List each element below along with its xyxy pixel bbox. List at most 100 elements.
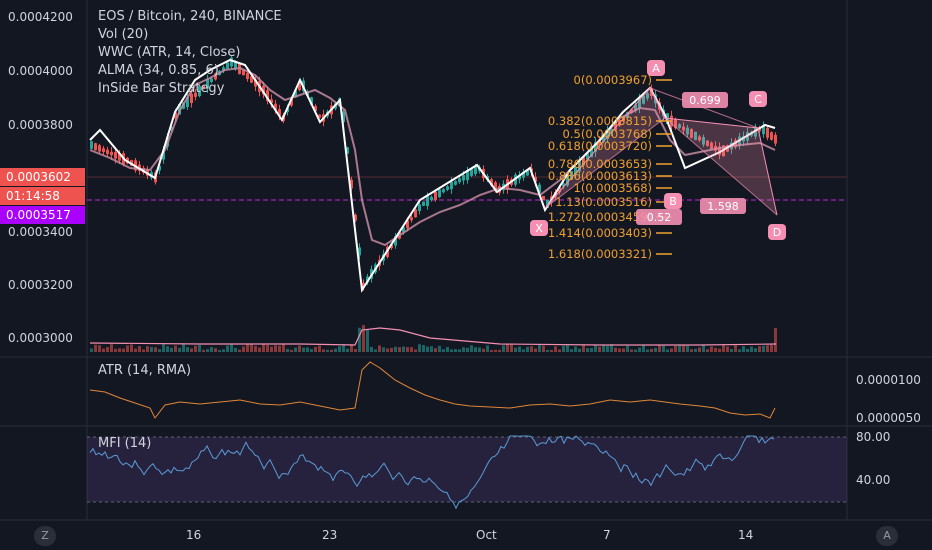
pattern-point-b[interactable]: B: [664, 193, 682, 209]
volume-bar: [286, 348, 289, 352]
volume-bar: [774, 328, 777, 352]
candle-body: [186, 97, 189, 107]
volume-bar: [146, 346, 149, 352]
ratio-label-xb[interactable]: 0.52: [636, 209, 682, 225]
fib-level-label[interactable]: 1(0.0003568): [574, 181, 652, 195]
time-axis-label: Oct: [476, 528, 497, 542]
time-axis-label: 23: [322, 528, 338, 542]
candle-body: [542, 195, 545, 201]
zoom-reset-button[interactable]: Z: [34, 526, 56, 546]
fib-level-label[interactable]: 1.414(0.0003403): [548, 226, 652, 240]
candle-body: [262, 85, 265, 95]
volume-bar: [426, 346, 429, 352]
volume-bar: [722, 345, 725, 352]
volume-bar: [746, 348, 749, 352]
harmonic-pattern[interactable]: [544, 87, 778, 216]
volume-bar: [114, 348, 117, 352]
legend-volume[interactable]: Vol (20): [98, 27, 149, 42]
fib-level-label[interactable]: 1.618(0.0003321): [548, 247, 652, 261]
legend-alma[interactable]: ALMA (34, 0.85, 6): [98, 63, 219, 78]
candle-body: [246, 72, 249, 80]
volume-bar: [362, 325, 365, 352]
volume-bar: [558, 349, 561, 352]
candle-body: [190, 93, 193, 104]
candle-body: [562, 183, 565, 187]
volume-bar: [378, 345, 381, 352]
svg-text:X: X: [535, 222, 543, 235]
volume-bar: [346, 348, 349, 352]
candle-body: [102, 148, 105, 152]
fib-level-label[interactable]: 0.886(0.0003613): [548, 169, 652, 183]
candle-body: [194, 92, 197, 97]
volume-bar: [150, 347, 153, 352]
volume-bar: [542, 345, 545, 352]
fib-level-label[interactable]: 1.272(0.0003459): [548, 210, 652, 224]
volume-bar: [714, 347, 717, 352]
volume-bar: [474, 347, 477, 352]
volume-bar: [170, 347, 173, 352]
legend-inside-bar[interactable]: InSide Bar Strategy: [98, 81, 225, 96]
volume-ma-line: [89, 327, 777, 346]
volume-bar: [318, 345, 321, 352]
fib-extension-levels[interactable]: 0(0.0003967) 0.382(0.0003815)0.5(0.000376…: [548, 73, 672, 261]
candle-body: [162, 150, 165, 160]
fib-level-label[interactable]: 1.13(0.0003516): [555, 195, 652, 209]
candle-body: [422, 201, 425, 206]
time-axis-label: 7: [603, 528, 611, 542]
volume-bar: [718, 348, 721, 352]
volume-bar: [606, 345, 609, 352]
volume-bar: [510, 344, 513, 352]
pattern-point-d[interactable]: D: [768, 224, 786, 240]
volume-bar: [354, 349, 357, 352]
auto-scale-button[interactable]: A: [876, 526, 898, 546]
candle-body: [442, 189, 445, 193]
candle-body: [250, 76, 253, 83]
candle-body: [674, 118, 677, 129]
volume-bar: [118, 348, 121, 352]
volume-bar: [182, 344, 185, 352]
candle-body: [446, 186, 449, 190]
candle-body: [230, 57, 233, 67]
volume-bar: [578, 348, 581, 352]
volume-bar: [190, 348, 193, 352]
candle-body: [702, 137, 705, 145]
volume-bar: [394, 346, 397, 352]
pattern-point-a[interactable]: A: [647, 60, 665, 76]
price-axis-label: 0.0003400: [8, 225, 73, 239]
symbol-title[interactable]: EOS / Bitcoin, 240, BINANCE: [98, 9, 282, 24]
candle-body: [390, 244, 393, 249]
fib-level-label[interactable]: 0.786(0.0003653): [548, 157, 652, 171]
volume-bar: [418, 344, 421, 352]
legend-wwc[interactable]: WWC (ATR, 14, Close): [98, 45, 241, 60]
volume-bar: [290, 349, 293, 352]
candle-body: [770, 132, 773, 140]
fib-level-label[interactable]: 0(0.0003967): [574, 73, 652, 87]
volume-bar: [638, 347, 641, 352]
svg-text:0.699: 0.699: [689, 94, 721, 107]
fib-level-label[interactable]: 0.382(0.0003815): [548, 114, 652, 128]
volume-bar: [350, 344, 353, 352]
fib-level-label[interactable]: 0.618(0.0003720): [548, 139, 652, 153]
ratio-label-ac[interactable]: 0.699: [682, 92, 728, 108]
ratio-label-cd[interactable]: 1.598: [700, 198, 746, 214]
volume-bar: [258, 347, 261, 352]
volume-bar: [610, 344, 613, 352]
volume-bar: [506, 344, 509, 352]
volume-bar: [202, 349, 205, 352]
mfi-pane-label[interactable]: MFI (14): [98, 436, 152, 451]
candle-body: [254, 79, 257, 87]
fib-level-label[interactable]: 0.5(0.0003768): [563, 127, 652, 141]
candle-body: [342, 111, 345, 123]
pattern-point-x[interactable]: X: [530, 220, 548, 236]
candle-body: [318, 114, 321, 118]
price-axis-label: 0.0003800: [8, 118, 73, 132]
volume-bar: [726, 346, 729, 352]
candle-body: [266, 90, 269, 102]
candle-body: [642, 95, 645, 104]
candle-body: [118, 153, 121, 161]
volume-bar: [502, 345, 505, 352]
volume-bar: [590, 348, 593, 352]
atr-pane-label[interactable]: ATR (14, RMA): [98, 363, 192, 378]
pattern-point-c[interactable]: C: [749, 91, 767, 107]
